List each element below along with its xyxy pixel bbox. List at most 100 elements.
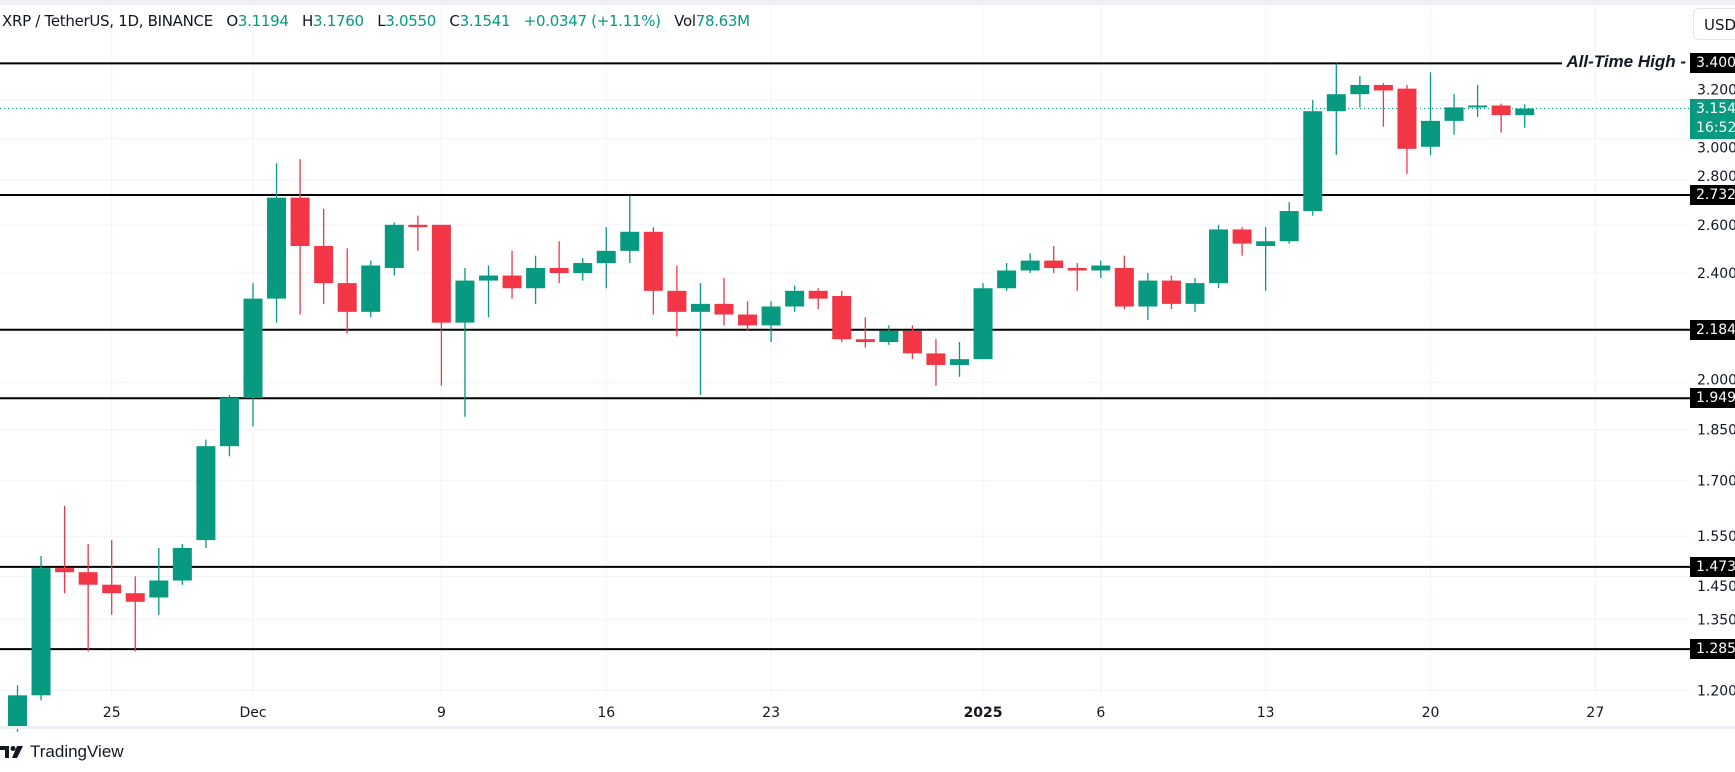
candle-body <box>1044 260 1064 269</box>
candle-bullish <box>950 342 969 377</box>
candle-bullish <box>1350 75 1370 108</box>
candle-body <box>219 397 239 447</box>
candle-bearish <box>855 317 875 348</box>
level-price-box: 3.400 <box>1690 53 1735 74</box>
candle-bearish <box>1067 263 1087 291</box>
candle-bullish <box>973 283 993 360</box>
close-value: 3.1541 <box>459 12 511 30</box>
price-tick-label: 2.800 <box>1697 169 1735 185</box>
candle-body <box>573 263 593 273</box>
top-border <box>0 0 1735 5</box>
candle-body <box>997 270 1017 289</box>
candle-body <box>1350 84 1370 95</box>
candle-bearish <box>1373 83 1393 127</box>
price-tick-label: 2.600 <box>1697 218 1735 234</box>
candle-body <box>337 283 357 312</box>
candle-bullish <box>1256 227 1276 291</box>
candle-bearish <box>1114 255 1134 310</box>
candle-body <box>1491 105 1511 116</box>
candle-body <box>690 303 710 312</box>
candle-body <box>384 224 404 269</box>
candle-body <box>1020 260 1040 271</box>
candle-body <box>738 314 758 326</box>
candle-body <box>761 306 781 326</box>
time-tick-label: 13 <box>1257 705 1275 721</box>
candle-bullish <box>1209 224 1229 289</box>
candle-body <box>102 584 122 594</box>
candle-bearish <box>290 159 310 315</box>
price-tick-label: 2.000 <box>1697 372 1735 388</box>
level-price-box: 1.949 <box>1690 388 1735 409</box>
candle-bearish <box>549 241 569 284</box>
tradingview-wordmark: TradingView <box>30 742 124 761</box>
candle-body <box>714 303 734 315</box>
price-tick-label: 1.450 <box>1697 579 1735 595</box>
candle-bullish <box>526 255 546 304</box>
time-axis: 25 Dec 9 16 23 2025 6 13 20 27 <box>103 705 1604 721</box>
candle-bearish <box>431 224 451 386</box>
candle-body <box>620 231 640 251</box>
candle-body <box>314 246 334 284</box>
price-axis: 3.200 3.000 2.800 2.600 2.400 2.000 1.850 1.700… <box>1697 83 1735 700</box>
candle-bullish <box>1091 260 1111 279</box>
candle-bullish <box>384 222 404 276</box>
candle-body <box>855 339 875 343</box>
candle-body <box>172 547 192 581</box>
candle-bullish <box>1138 272 1158 320</box>
candle-body <box>1373 84 1393 91</box>
candle-bearish <box>337 248 357 334</box>
time-tick-label: Dec <box>239 705 266 721</box>
candle-body <box>1209 229 1229 284</box>
time-tick-label: 2025 <box>964 705 1003 721</box>
candle-body <box>1185 283 1205 304</box>
price-tick-label: 2.400 <box>1697 266 1735 282</box>
currency-button[interactable]: USDT <box>1693 8 1735 40</box>
candle-body <box>879 330 899 343</box>
candle-body <box>1256 241 1276 247</box>
candle-bearish <box>1161 275 1181 310</box>
candle-body <box>1161 280 1181 304</box>
candle-bearish <box>808 288 828 310</box>
price-tick-label: 3.200 <box>1697 83 1735 99</box>
symbol-legend: XRP / TetherUS, 1D, BINANCE O3.1194 H3.1… <box>2 12 750 30</box>
all-time-high-annotation: All-Time High - <box>1562 52 1690 73</box>
candle-body <box>1326 94 1346 112</box>
candle-bearish <box>926 339 946 386</box>
price-tick-label: 3.000 <box>1697 141 1735 157</box>
candle-bearish <box>1044 246 1064 273</box>
open-value: 3.1194 <box>237 12 289 30</box>
high-value: 3.1760 <box>313 12 364 30</box>
candle-bearish <box>902 325 922 360</box>
bottom-divider <box>0 726 1735 729</box>
candle-body <box>808 290 828 299</box>
candle-body <box>1421 120 1440 147</box>
candle-bullish <box>879 325 899 345</box>
price-tick-label: 1.350 <box>1697 612 1735 628</box>
candle-bullish <box>690 283 710 395</box>
low-value: 3.0550 <box>385 12 436 30</box>
candle-bullish <box>1185 278 1205 312</box>
time-tick-label: 27 <box>1586 705 1604 721</box>
candle-bullish <box>149 547 169 615</box>
candle-body <box>1067 268 1087 271</box>
candle-bearish <box>78 544 98 652</box>
candle-bullish <box>785 285 805 312</box>
candle-body <box>290 197 310 247</box>
open-label: O <box>226 12 238 30</box>
symbol-title[interactable]: XRP / TetherUS, 1D, BINANCE <box>2 12 213 30</box>
candle-body <box>667 290 687 312</box>
candle-body <box>596 250 616 264</box>
volume-label: Vol <box>674 12 696 30</box>
candle-body <box>832 296 852 340</box>
time-tick-label: 6 <box>1096 705 1105 721</box>
candle-bullish <box>596 227 616 289</box>
candle-body <box>479 275 498 281</box>
time-tick-label: 20 <box>1422 705 1440 721</box>
candle-bullish <box>219 394 239 457</box>
tradingview-logo[interactable]: TradingView <box>0 740 124 764</box>
candle-body <box>31 568 51 696</box>
candle-body <box>973 288 993 360</box>
candle-bearish <box>1491 103 1511 133</box>
level-price-box: 2.184 <box>1690 319 1735 340</box>
